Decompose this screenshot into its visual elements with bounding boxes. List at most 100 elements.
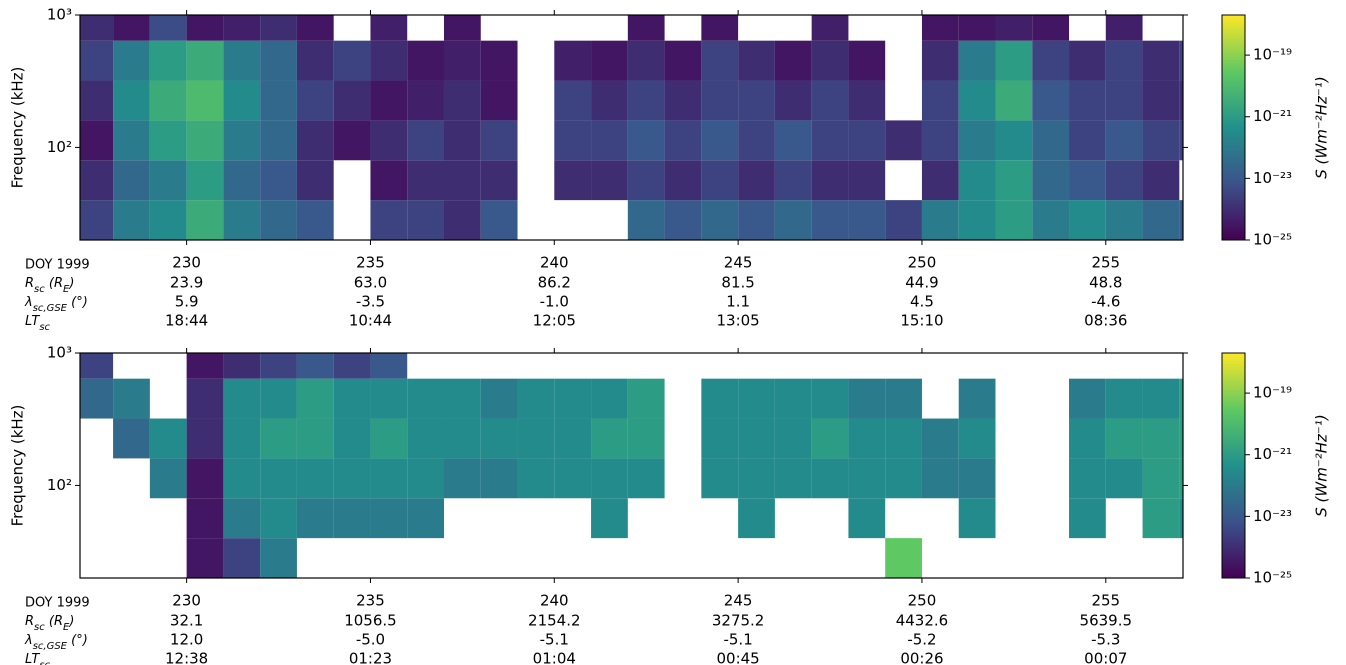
cell [738, 418, 775, 459]
row-value: 48.8 [1089, 274, 1122, 292]
cell [1179, 40, 1183, 81]
colorbar-label: S (Wm⁻²Hz⁻¹) [1313, 414, 1331, 516]
cell [738, 120, 775, 161]
cell [260, 378, 297, 419]
cell [260, 15, 297, 41]
cell [921, 15, 959, 41]
cell [149, 200, 187, 240]
spectrogram [80, 15, 1183, 240]
cell [186, 458, 224, 499]
row-label-part: λ [24, 633, 33, 648]
colorbar-tick-label: 10⁻²⁵ [1253, 569, 1292, 587]
cell [627, 418, 665, 459]
cell [1105, 378, 1143, 419]
cell [80, 353, 114, 379]
cell [407, 40, 444, 81]
cell [260, 120, 297, 161]
row-label-part: ) [68, 276, 74, 291]
row-value: 15:10 [900, 312, 943, 330]
cell [774, 200, 812, 240]
row-label-part: (R [45, 276, 63, 291]
row-value: 13:05 [717, 312, 760, 330]
cell [774, 458, 812, 499]
cell [1179, 378, 1183, 419]
cell [223, 120, 261, 161]
cell [1032, 160, 1070, 201]
cell [921, 80, 959, 121]
cell [370, 120, 408, 161]
row-label-part: (°) [67, 295, 88, 310]
cell [223, 80, 261, 121]
cell [296, 160, 334, 201]
cell [738, 458, 775, 499]
cell [738, 498, 775, 539]
cell [995, 40, 1033, 81]
row-value: 4.5 [910, 293, 934, 311]
cell [885, 418, 922, 459]
y-tick-label: 10² [47, 476, 72, 494]
cell [186, 120, 224, 161]
colorbar-tick-label: 10⁻²¹ [1253, 445, 1292, 463]
cell [1032, 80, 1070, 121]
cell [774, 160, 812, 201]
cell [774, 80, 812, 121]
row-value: 5639.5 [1080, 612, 1133, 630]
cell [1179, 458, 1183, 499]
cell [811, 418, 849, 459]
cell [958, 378, 996, 419]
x-tick-label: 240 [540, 254, 569, 272]
cell [811, 458, 849, 499]
row-label-part: ) [68, 614, 74, 629]
cell [627, 160, 665, 201]
cell [995, 80, 1033, 121]
cell [296, 200, 334, 240]
cell [407, 418, 444, 459]
row-label-part: sc [39, 322, 50, 333]
cell [407, 378, 444, 419]
cell [1069, 80, 1106, 121]
cell [186, 538, 224, 578]
x-tick-label: 235 [356, 592, 385, 610]
row-label: LTsc [25, 314, 51, 333]
cell [260, 498, 297, 539]
cell [186, 498, 224, 539]
x-tick-label: 245 [724, 254, 753, 272]
cell [80, 80, 114, 121]
cell [149, 120, 187, 161]
cell [80, 378, 114, 419]
row-value: 4432.6 [896, 612, 949, 630]
y-axis-label: Frequency (kHz) [9, 67, 27, 189]
cell [333, 80, 371, 121]
cell [995, 160, 1033, 201]
row-value: -4.6 [1091, 293, 1120, 311]
cell [664, 120, 702, 161]
colorbar-tick-label: 10⁻²³ [1253, 507, 1292, 525]
cell [958, 418, 996, 459]
cell [186, 80, 224, 121]
cell [480, 458, 518, 499]
cell [517, 418, 555, 459]
row-label-part: (R [45, 614, 63, 629]
colorbar [1221, 352, 1246, 579]
cell [591, 120, 628, 161]
cell [1142, 80, 1180, 121]
cell [223, 418, 261, 459]
cell [223, 200, 261, 240]
cell [296, 353, 334, 379]
row-value: 1.1 [726, 293, 750, 311]
row-value: -5.1 [723, 631, 752, 649]
cell [113, 15, 150, 41]
row-label: LTsc [25, 652, 51, 665]
cell [1142, 378, 1180, 419]
cell [921, 418, 959, 459]
cell [370, 498, 408, 539]
cell [260, 538, 297, 578]
cell [443, 200, 481, 240]
cell [774, 378, 812, 419]
row-label-part: sc,GSE [33, 641, 68, 652]
row-value: -5.3 [1091, 631, 1120, 649]
cell [627, 120, 665, 161]
row-value: 10:44 [349, 312, 392, 330]
y-axis-label: Frequency (kHz) [9, 405, 27, 527]
cell [1179, 498, 1183, 539]
